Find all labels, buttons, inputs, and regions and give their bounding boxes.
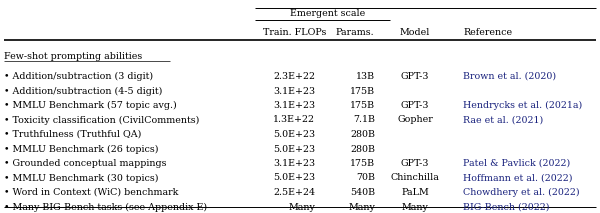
- Text: • Toxicity classification (CivilComments): • Toxicity classification (CivilComments…: [4, 115, 199, 125]
- Text: 3.1E+23: 3.1E+23: [273, 159, 315, 168]
- Text: • MMLU Benchmark (30 topics): • MMLU Benchmark (30 topics): [4, 174, 158, 183]
- Text: Model: Model: [400, 28, 430, 37]
- Text: Rae et al. (2021): Rae et al. (2021): [463, 115, 543, 125]
- Text: 3.1E+23: 3.1E+23: [273, 101, 315, 110]
- Text: • Many BIG-Bench tasks (see Appendix E): • Many BIG-Bench tasks (see Appendix E): [4, 203, 207, 212]
- Text: Params.: Params.: [335, 28, 374, 37]
- Text: • MMLU Benchmark (57 topic avg.): • MMLU Benchmark (57 topic avg.): [4, 101, 177, 110]
- Text: Few-shot prompting abilities: Few-shot prompting abilities: [4, 52, 142, 61]
- Text: 70B: 70B: [356, 174, 375, 183]
- Text: Hoffmann et al. (2022): Hoffmann et al. (2022): [463, 174, 572, 183]
- Text: Many: Many: [288, 203, 315, 212]
- Text: • Grounded conceptual mappings: • Grounded conceptual mappings: [4, 159, 167, 168]
- Text: • Addition/subtraction (4-5 digit): • Addition/subtraction (4-5 digit): [4, 86, 163, 96]
- Text: • Addition/subtraction (3 digit): • Addition/subtraction (3 digit): [4, 72, 153, 81]
- Text: 5.0E+23: 5.0E+23: [273, 144, 315, 154]
- Text: Chowdhery et al. (2022): Chowdhery et al. (2022): [463, 188, 580, 197]
- Text: 3.1E+23: 3.1E+23: [273, 86, 315, 95]
- Text: BIG-Bench (2022): BIG-Bench (2022): [463, 203, 550, 212]
- Text: Gopher: Gopher: [397, 115, 433, 125]
- Text: Chinchilla: Chinchilla: [391, 174, 439, 183]
- Text: Train. FLOPs: Train. FLOPs: [263, 28, 326, 37]
- Text: 5.0E+23: 5.0E+23: [273, 174, 315, 183]
- Text: GPT-3: GPT-3: [401, 72, 429, 81]
- Text: • Word in Context (WiC) benchmark: • Word in Context (WiC) benchmark: [4, 188, 178, 197]
- Text: Patel & Pavlick (2022): Patel & Pavlick (2022): [463, 159, 570, 168]
- Text: Reference: Reference: [463, 28, 512, 37]
- Text: 5.0E+23: 5.0E+23: [273, 130, 315, 139]
- Text: Many: Many: [401, 203, 428, 212]
- Text: PaLM: PaLM: [401, 188, 429, 197]
- Text: 280B: 280B: [350, 130, 375, 139]
- Text: 13B: 13B: [356, 72, 375, 81]
- Text: Many: Many: [348, 203, 375, 212]
- Text: Emergent scale: Emergent scale: [290, 9, 365, 18]
- Text: 280B: 280B: [350, 144, 375, 154]
- Text: GPT-3: GPT-3: [401, 101, 429, 110]
- Text: Brown et al. (2020): Brown et al. (2020): [463, 72, 556, 81]
- Text: 175B: 175B: [350, 101, 375, 110]
- Text: • MMLU Benchmark (26 topics): • MMLU Benchmark (26 topics): [4, 144, 158, 154]
- Text: GPT-3: GPT-3: [401, 159, 429, 168]
- Text: • Truthfulness (Truthful QA): • Truthfulness (Truthful QA): [4, 130, 142, 139]
- Text: 2.5E+24: 2.5E+24: [273, 188, 315, 197]
- Text: 540B: 540B: [350, 188, 375, 197]
- Text: Hendrycks et al. (2021a): Hendrycks et al. (2021a): [463, 101, 582, 110]
- Text: 175B: 175B: [350, 159, 375, 168]
- Text: 2.3E+22: 2.3E+22: [273, 72, 315, 81]
- Text: 7.1B: 7.1B: [353, 115, 375, 125]
- Text: 1.3E+22: 1.3E+22: [273, 115, 315, 125]
- Text: 175B: 175B: [350, 86, 375, 95]
